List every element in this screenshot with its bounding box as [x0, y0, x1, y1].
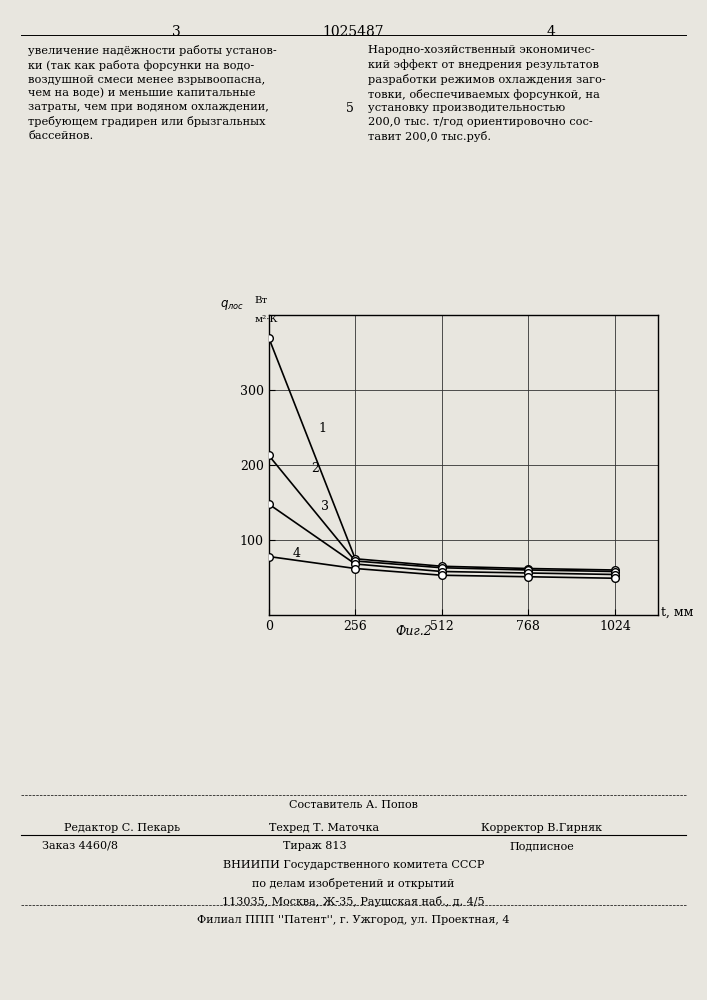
Text: увеличение надёжности работы установ-
ки (так как работа форсунки на водо-
возду: увеличение надёжности работы установ- ки…: [28, 45, 277, 141]
Text: Вт: Вт: [255, 296, 268, 305]
Text: Корректор В.Гирняк: Корректор В.Гирняк: [481, 823, 602, 833]
Text: Народно-хозяйственный экономичес-
кий эффект от внедрения результатов
разработки: Народно-хозяйственный экономичес- кий эф…: [368, 45, 605, 142]
Text: Филиал ППП ''Патент'', г. Ужгород, ул. Проектная, 4: Филиал ППП ''Патент'', г. Ужгород, ул. П…: [197, 915, 510, 925]
Text: 2: 2: [311, 462, 319, 475]
Text: Заказ 4460/8: Заказ 4460/8: [42, 841, 118, 851]
Text: Техред Т. Маточка: Техред Т. Маточка: [269, 823, 379, 833]
Text: 3: 3: [321, 500, 329, 513]
Text: 1025487: 1025487: [322, 25, 385, 39]
Text: t, мм: t, мм: [661, 605, 694, 618]
Text: 4: 4: [293, 547, 301, 560]
Text: Подписное: Подписное: [509, 841, 574, 851]
Text: Фиг.2: Фиг.2: [395, 625, 432, 638]
Text: м²·К: м²·К: [255, 315, 278, 324]
Text: Тираж 813: Тираж 813: [283, 841, 346, 851]
Text: Составитель А. Попов: Составитель А. Попов: [289, 800, 418, 810]
Text: 113035, Москва, Ж-35, Раушская наб., д. 4/5: 113035, Москва, Ж-35, Раушская наб., д. …: [222, 896, 485, 907]
Text: Редактор С. Пекарь: Редактор С. Пекарь: [64, 823, 180, 833]
Text: 3: 3: [173, 25, 181, 39]
Text: по делам изобретений и открытий: по делам изобретений и открытий: [252, 878, 455, 889]
Text: 1: 1: [319, 422, 327, 436]
Text: ВНИИПИ Государственного комитета СССР: ВНИИПИ Государственного комитета СССР: [223, 860, 484, 870]
Text: 5: 5: [346, 102, 354, 115]
Text: 4: 4: [547, 25, 556, 39]
Text: $q_{\mathit{лос}}$: $q_{\mathit{лос}}$: [220, 298, 244, 312]
